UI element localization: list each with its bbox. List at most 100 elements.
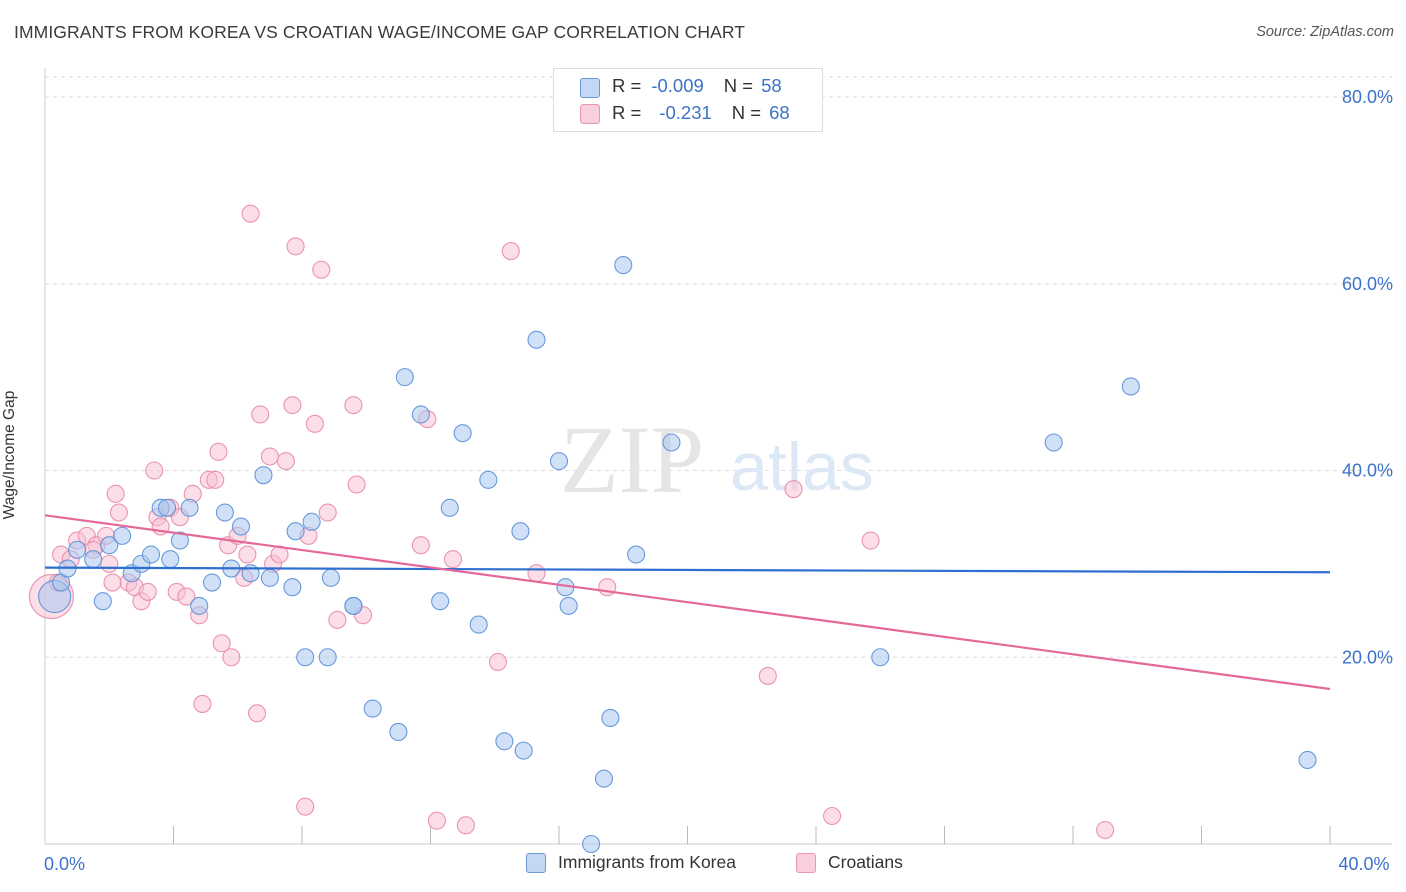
croatian-point xyxy=(1096,820,1115,840)
trend-lines xyxy=(44,514,1331,691)
korea-point xyxy=(141,545,161,564)
korea-point xyxy=(93,592,112,611)
bottom-legend-korea-label: Immigrants from Korea xyxy=(558,852,736,872)
croatian-point xyxy=(318,503,337,522)
korea-point xyxy=(614,256,633,275)
legend-r-value: -0.231 xyxy=(659,102,712,123)
croatian-point xyxy=(206,470,225,489)
croatian-point xyxy=(328,610,347,629)
x-tick-label: 0.0% xyxy=(44,854,85,874)
croatian-point xyxy=(344,396,363,415)
korea-point xyxy=(495,732,514,751)
korea-point xyxy=(582,834,601,854)
legend-r-label: R = xyxy=(612,75,642,96)
korea-point xyxy=(469,615,488,634)
croatian-point xyxy=(238,545,257,564)
legend-n-value: 68 xyxy=(769,102,790,123)
korea-point xyxy=(302,512,321,531)
x-tick-label: 40.0% xyxy=(1338,854,1389,874)
watermark-atlas: atlas xyxy=(730,429,874,505)
korea-point xyxy=(321,568,340,587)
legend-r-value: -0.009 xyxy=(651,75,704,96)
korea-point xyxy=(180,498,199,517)
croatian-point xyxy=(276,452,295,471)
korea-point xyxy=(871,648,890,667)
korea-point xyxy=(260,568,279,587)
croatian-point xyxy=(193,694,212,713)
croatian-point xyxy=(247,704,267,723)
korea-point xyxy=(100,536,119,555)
croatian-point xyxy=(758,666,777,685)
korea-point xyxy=(411,405,430,424)
croatian-point xyxy=(456,816,475,835)
tick-labels: 20.0% 40.0% 60.0% 80.0% 0.0% 40.0% xyxy=(44,87,1393,874)
croatian-point xyxy=(109,503,128,522)
korea-trend-line xyxy=(44,566,1331,574)
croatian-point xyxy=(177,587,196,606)
korea-point xyxy=(84,550,103,569)
korea-point xyxy=(511,522,530,541)
croatian-point xyxy=(296,797,315,816)
chart-source: Source: ZipAtlas.com xyxy=(1256,24,1394,40)
croatian-point xyxy=(138,582,157,601)
korea-point xyxy=(601,708,620,727)
korea-point xyxy=(453,424,472,443)
korea-point xyxy=(344,596,363,615)
legend-row-croatian: R = -0.231 N = 68 xyxy=(612,101,790,125)
legend-n-label: N = xyxy=(723,75,754,96)
y-tick-label: 20.0% xyxy=(1342,647,1393,667)
korea-point xyxy=(514,741,533,760)
croatian-point xyxy=(145,461,164,480)
bottom-legend-croatians-label: Croatians xyxy=(828,852,903,872)
croatian-point xyxy=(784,480,803,499)
korea-point xyxy=(431,592,450,611)
croatian-point xyxy=(527,564,546,583)
croatian-point xyxy=(209,442,228,461)
bottom-legend-croatians: Croatians xyxy=(796,852,903,873)
croatian-point xyxy=(347,475,366,494)
chart-title: IMMIGRANTS FROM KOREA VS CROATIAN WAGE/I… xyxy=(14,22,746,42)
croatian-point xyxy=(283,396,302,415)
korea-point xyxy=(68,540,87,559)
korea-point xyxy=(161,550,180,569)
korea-point xyxy=(1044,433,1063,452)
korea-point xyxy=(627,545,646,564)
korea-point xyxy=(190,596,209,615)
legend-n-value: 58 xyxy=(761,75,782,96)
korea-point xyxy=(662,433,681,452)
legend-n-label: N = xyxy=(731,102,762,123)
korea-point xyxy=(527,330,546,349)
legend-swatch-korea xyxy=(580,78,600,98)
korea-point xyxy=(215,503,234,522)
croatian-point xyxy=(427,811,446,830)
croatian-point xyxy=(501,242,520,261)
korea-point xyxy=(254,466,273,485)
korea-point xyxy=(440,498,459,517)
korea-point xyxy=(203,573,222,592)
korea-point xyxy=(479,470,498,489)
watermark: ZIP atlas xyxy=(560,406,874,513)
korea-point xyxy=(231,517,251,536)
korea-point xyxy=(283,578,302,597)
croatian-trend-line xyxy=(44,514,1331,691)
korea-point xyxy=(170,531,189,550)
croatian-point xyxy=(286,237,305,256)
korea-point xyxy=(594,769,614,788)
croatian-point xyxy=(212,634,231,653)
korea-points xyxy=(38,256,1317,854)
korea-point xyxy=(158,498,177,517)
croatian-point xyxy=(305,414,324,433)
watermark-zip: ZIP xyxy=(560,406,704,513)
y-tick-label: 60.0% xyxy=(1342,274,1393,294)
croatian-point xyxy=(443,550,463,569)
croatian-point xyxy=(260,447,279,466)
croatian-point xyxy=(488,652,508,671)
legend-r-label: R = xyxy=(612,102,642,123)
croatian-point xyxy=(312,260,331,279)
croatian-point xyxy=(106,484,125,503)
korea-point xyxy=(389,722,408,742)
bottom-legend-korea-swatch xyxy=(526,852,546,873)
korea-point xyxy=(1121,377,1140,396)
axes xyxy=(44,68,1392,845)
